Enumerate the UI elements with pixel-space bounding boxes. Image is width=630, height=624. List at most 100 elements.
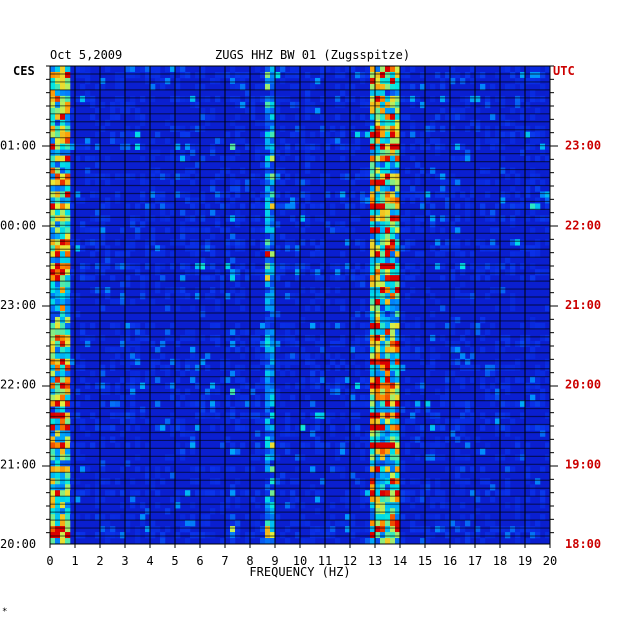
spectrogram-cell [370, 520, 376, 527]
spectrogram-cell [380, 370, 386, 377]
spectrogram-cell [50, 275, 56, 282]
footer-mark: * [2, 607, 7, 617]
spectrogram-cell [245, 490, 251, 497]
spectrogram-cell [270, 167, 276, 174]
spectrogram-cell [140, 113, 146, 121]
spectrogram-cell [85, 173, 91, 180]
spectrogram-cell [145, 418, 151, 425]
spectrogram-cell [80, 197, 86, 204]
spectrogram-cell [140, 173, 146, 180]
spectrogram-cell [330, 412, 336, 419]
spectrogram-cell [350, 113, 356, 121]
spectrogram-cell [520, 251, 526, 258]
spectrogram-cell [415, 95, 421, 103]
spectrogram-cell [360, 484, 366, 491]
spectrogram-cell [515, 66, 521, 73]
spectrogram-cell [445, 322, 451, 330]
spectrogram-cell [375, 131, 381, 138]
spectrogram-cell [230, 143, 236, 150]
spectrogram-cell [230, 119, 236, 127]
spectrogram-cell [485, 418, 491, 425]
spectrogram-cell [50, 502, 56, 509]
spectrogram-cell [240, 364, 246, 372]
spectrogram-cell [400, 478, 406, 485]
spectrogram-cell [200, 358, 206, 366]
spectrogram-cell [260, 269, 266, 276]
spectrogram-cell [420, 83, 426, 91]
spectrogram-cell [345, 424, 351, 431]
spectrogram-cell [80, 424, 86, 431]
spectrogram-cell [175, 173, 181, 180]
spectrogram-cell [260, 322, 266, 330]
spectrogram-cell [270, 370, 276, 377]
spectrogram-cell [95, 424, 101, 431]
spectrogram-cell [275, 364, 281, 372]
spectrogram-cell [470, 191, 476, 198]
spectrogram-cell [235, 496, 241, 503]
spectrogram-cell [465, 520, 471, 527]
spectrogram-cell [410, 131, 416, 138]
spectrogram-cell [130, 221, 136, 228]
spectrogram-cell [400, 149, 406, 156]
spectrogram-cell [375, 257, 381, 264]
spectrogram-cell [485, 520, 491, 527]
spectrogram-cell [295, 275, 301, 282]
spectrogram-cell [265, 83, 271, 91]
spectrogram-cell [280, 478, 286, 485]
spectrogram-cell [270, 113, 276, 121]
spectrogram-cell [405, 275, 411, 282]
x-tick-label: 11 [318, 554, 332, 568]
spectrogram-cell [65, 83, 71, 91]
spectrogram-cell [200, 209, 206, 216]
spectrogram-cell [545, 203, 551, 210]
spectrogram-cell [450, 107, 456, 115]
spectrogram-cell [370, 412, 376, 419]
spectrogram-cell [270, 293, 276, 300]
spectrogram-cell [275, 263, 281, 270]
spectrogram-cell [360, 239, 366, 246]
spectrogram-cell [485, 191, 491, 198]
spectrogram-cell [60, 352, 66, 360]
spectrogram-cell [235, 125, 241, 133]
spectrogram-cell [500, 263, 506, 270]
spectrogram-cell [215, 173, 221, 180]
spectrogram-cell [270, 382, 276, 389]
spectrogram-cell [235, 394, 241, 401]
spectrogram-cell [225, 293, 231, 300]
spectrogram-cell [220, 275, 226, 282]
spectrogram-cell [270, 448, 276, 455]
spectrogram-cell [240, 77, 246, 85]
spectrogram-cell [140, 502, 146, 509]
spectrogram-cell [510, 71, 516, 79]
spectrogram-cell [405, 245, 411, 252]
spectrogram-cell [145, 251, 151, 258]
spectrogram-cell [60, 293, 66, 300]
spectrogram-cell [375, 358, 381, 366]
spectrogram-cell [125, 131, 131, 138]
spectrogram-cell [130, 388, 136, 395]
spectrogram-cell [255, 155, 261, 162]
spectrogram-cell [255, 197, 261, 204]
spectrogram-cell [415, 316, 421, 324]
spectrogram-cell [120, 101, 126, 109]
spectrogram-cell [115, 197, 121, 204]
x-tick-label: 2 [96, 554, 103, 568]
spectrogram-cell [380, 227, 386, 234]
spectrogram-cell [295, 155, 301, 162]
spectrogram-cell [395, 131, 401, 138]
spectrogram-cell [375, 508, 381, 515]
spectrogram-cell [315, 442, 321, 449]
spectrogram-cell [70, 382, 76, 389]
spectrogram-cell [285, 293, 291, 300]
spectrogram-cell [500, 215, 506, 222]
spectrogram-cell [425, 209, 431, 216]
spectrogram-cell [380, 472, 386, 479]
spectrogram-cell [315, 526, 321, 533]
spectrogram-cell [135, 454, 141, 461]
spectrogram-cell [200, 71, 206, 79]
spectrogram-cell [60, 245, 66, 252]
spectrogram-cell [55, 149, 61, 156]
spectrogram-cell [375, 305, 381, 312]
spectrogram-cell [380, 520, 386, 527]
spectrogram-cell [120, 131, 126, 138]
